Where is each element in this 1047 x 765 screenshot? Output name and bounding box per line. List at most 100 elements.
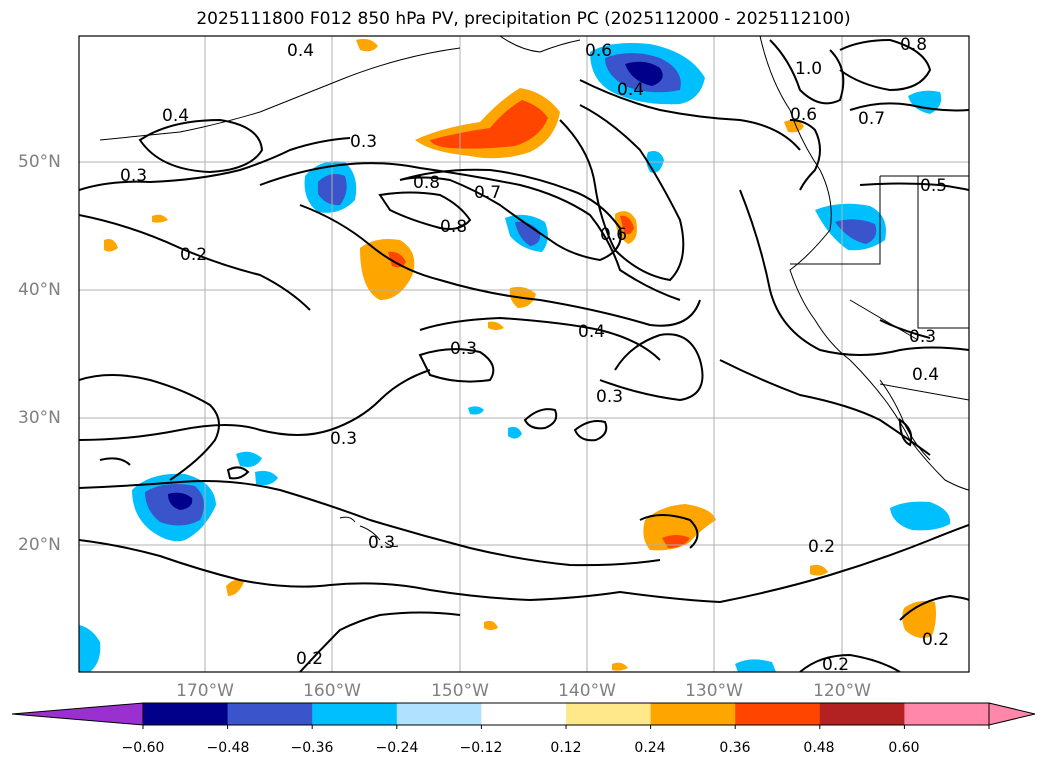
contour-label: 0.4 (287, 41, 314, 61)
lat-label-50n: 50°N (18, 152, 61, 172)
contour-small-loop-south (226, 466, 250, 480)
contour-02-west (79, 214, 311, 311)
pos-area-small-8 (612, 662, 628, 671)
neg-area-bottom (735, 659, 776, 672)
contour-05-north (579, 79, 801, 151)
contour-03-east (739, 189, 969, 356)
contour-label: 0.2 (922, 630, 949, 650)
contour-04-east (898, 418, 913, 447)
contour-label: 0.2 (296, 649, 323, 669)
lon-label-160w: 160°W (303, 681, 361, 701)
contour-label: 0.4 (162, 106, 189, 126)
contour-08-ne (839, 38, 932, 92)
contour-05-east (859, 182, 969, 191)
coastline-alaska (499, 36, 581, 53)
contour-04-loop (399, 168, 622, 262)
pv-contours (79, 38, 969, 672)
contour-label: 0.2 (180, 245, 207, 265)
lon-label-150w: 150°W (431, 681, 489, 701)
contour-06-center (559, 104, 685, 282)
contour-label: 0.4 (578, 322, 605, 342)
colorbar-segment (904, 703, 990, 725)
contour-label: 0.6 (600, 225, 627, 245)
colorbar-segment (312, 703, 398, 725)
contour-02-bottom-right (799, 653, 901, 672)
colorbar-tick: −0.48 (206, 740, 250, 756)
lon-label-140w: 140°W (558, 681, 616, 701)
colorbar-tick: 0.48 (803, 740, 835, 756)
neg-area-southeast (890, 501, 951, 531)
contour-west-03 (79, 137, 351, 191)
neg-area-coast-or-core (835, 219, 877, 244)
coastline-border-us-mexico (879, 383, 969, 401)
contour-label: 0.6 (585, 41, 612, 61)
contour-03-center (419, 316, 661, 361)
contour-label: 0.8 (900, 35, 927, 55)
colorbar-tick: −0.60 (121, 740, 165, 756)
contour-label: 0.5 (920, 176, 947, 196)
colorbar-segment (819, 703, 905, 725)
contour-label: 1.0 (795, 59, 822, 79)
pos-area-coast (784, 119, 804, 133)
contour-04-south (599, 333, 704, 402)
contour-07-loop (378, 191, 472, 230)
contour-03-south (79, 480, 661, 567)
coastlines (99, 36, 969, 547)
island-hawaii (339, 516, 399, 547)
pos-area-small-3 (104, 239, 118, 252)
colorbar-tick: −0.12 (459, 740, 503, 756)
pos-area-west-mid (360, 239, 415, 300)
pos-area-small-1 (356, 38, 378, 52)
contour-label: 0.3 (596, 387, 623, 407)
coastline-aleutians (99, 47, 461, 141)
neg-area-small-5 (236, 451, 262, 467)
neg-area-bottom-left (79, 625, 101, 672)
pos-area-center-core (620, 215, 634, 235)
contour-03-south-wide (79, 369, 431, 441)
contour-04-small (523, 408, 558, 430)
contour-south-loop (639, 514, 699, 549)
lon-label-130w: 130°W (685, 681, 743, 701)
colorbar-segment (227, 703, 313, 725)
neg-area-small-6 (255, 470, 278, 486)
contour-02-bottom (299, 611, 461, 672)
contour-label: 0.4 (617, 80, 644, 100)
colorbar-tick: 0.24 (634, 740, 666, 756)
pos-area-small-7 (810, 564, 828, 576)
contour-label: 0.7 (858, 109, 885, 129)
contour-04-small-2 (573, 420, 608, 442)
contour-label: 0.4 (912, 365, 939, 385)
lon-label-170w: 170°W (176, 681, 234, 701)
pos-area-small-6 (484, 620, 498, 630)
neg-area-hawaii-west-dark (168, 492, 193, 510)
colorbar-extend-right (988, 702, 1036, 726)
lat-label-40n: 40°N (18, 280, 61, 300)
contour-label: 0.8 (440, 217, 467, 237)
contour-label: 0.3 (350, 132, 377, 152)
map-panel: 0.4 0.4 0.3 0.3 0.2 0.7 0.8 0.8 0.6 0.4 … (79, 35, 969, 672)
neg-area-core-dark (625, 61, 663, 86)
contour-02-se (899, 594, 969, 621)
contour-loop-04 (138, 118, 264, 174)
contour-07-ne (849, 102, 969, 112)
colorbar-tick: −0.24 (375, 740, 419, 756)
pos-area-small-2 (152, 214, 168, 223)
colorbar-tick: −0.36 (290, 740, 334, 756)
colorbar (11, 702, 1036, 729)
contour-06-coast (789, 119, 821, 191)
contour-label: 0.3 (450, 339, 477, 359)
colorbar-segment (396, 703, 482, 725)
neg-area-small-4 (508, 426, 522, 439)
pos-area-small-4 (226, 579, 244, 596)
contour-02-south (79, 524, 969, 604)
contour-label: 0.2 (808, 537, 835, 557)
map-title: 2025111800 F012 850 hPa PV, precipitatio… (196, 9, 851, 29)
contour-02-long (79, 374, 220, 481)
colorbar-segment (143, 703, 229, 725)
pos-area-west-mid-core (388, 251, 406, 268)
colorbar-segment (481, 703, 567, 725)
state-borders (790, 176, 969, 341)
map-border (78, 35, 970, 673)
colorbar-tick: 0.36 (719, 740, 751, 756)
